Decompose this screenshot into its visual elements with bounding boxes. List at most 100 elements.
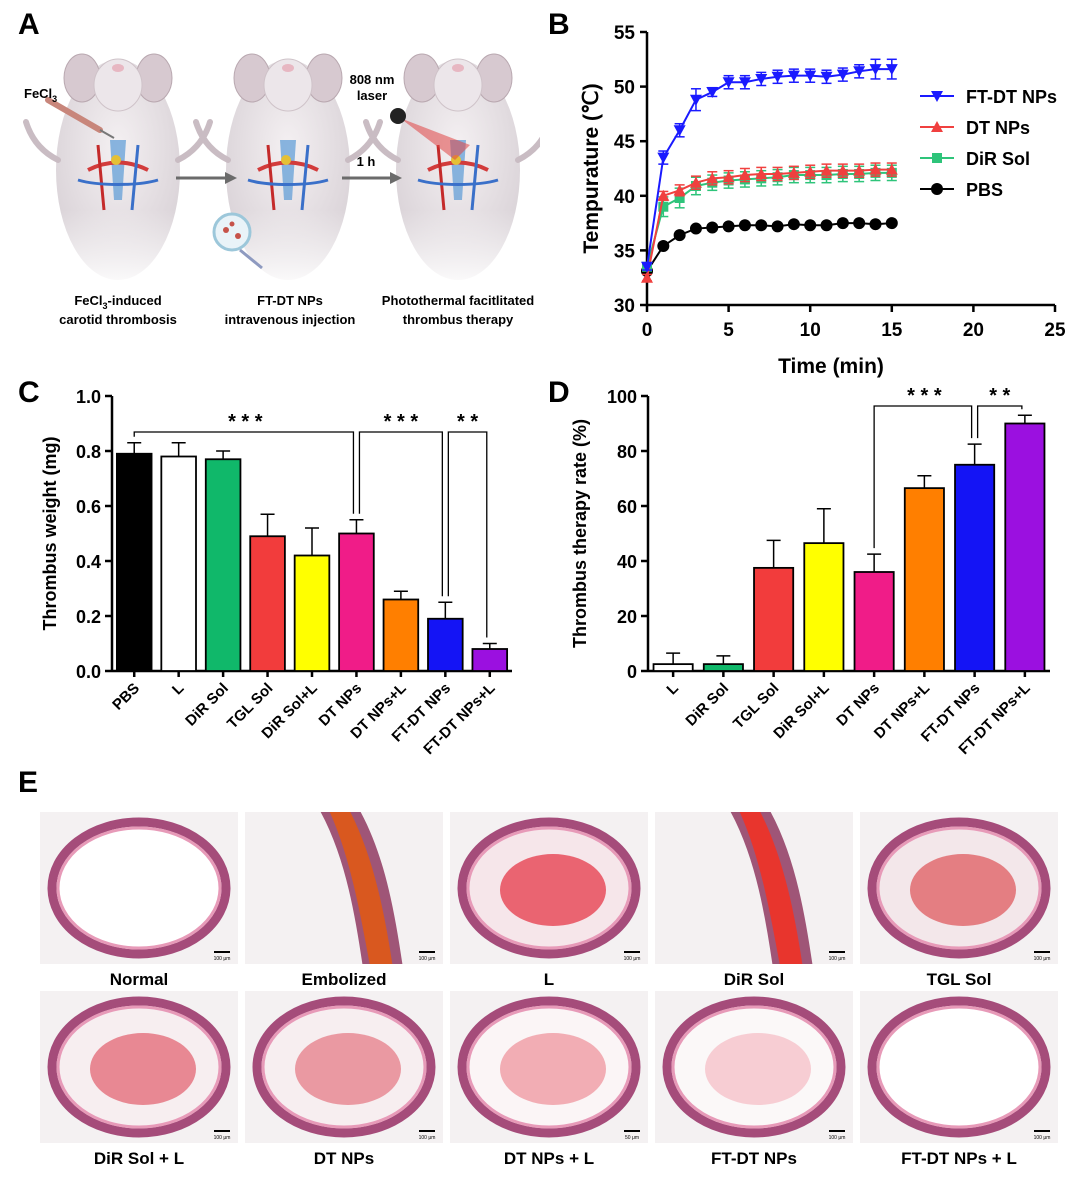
laser-label-line1: 808 nm (350, 72, 395, 87)
data-point (738, 169, 751, 181)
histology-image: 100 μm (450, 812, 648, 964)
y-tick-label: 0 (627, 662, 637, 682)
legend-marker (931, 183, 943, 195)
data-point (641, 271, 653, 283)
data-point (804, 70, 817, 82)
data-point (787, 218, 800, 231)
histology-image: 100 μm (860, 812, 1058, 964)
data-point (755, 219, 768, 232)
data-point (673, 229, 686, 242)
data-point (771, 220, 784, 233)
x-tick-label: 15 (881, 320, 903, 341)
bar (338, 532, 375, 672)
y-tick-label: 0.8 (76, 442, 101, 462)
histology-image: 100 μm (245, 991, 443, 1143)
x-tick-label: 0 (642, 320, 653, 341)
y-axis-title: Thrombus weight (mg) (40, 437, 60, 631)
tissue-section-drawing: 100 μm (860, 812, 1058, 964)
tissue-section-drawing: 100 μm (655, 802, 853, 982)
data-point (673, 125, 686, 137)
y-tick-label: 20 (617, 607, 637, 627)
y-tick-label: 50 (614, 78, 635, 99)
data-point (674, 192, 685, 203)
data-point (738, 77, 751, 89)
tissue-section-drawing: 100 μm (450, 812, 648, 964)
significance-brackets: * * * * * (873, 385, 1023, 549)
svg-text:100 μm: 100 μm (1034, 956, 1051, 962)
histology-image: 100 μm (40, 812, 238, 964)
y-tick-label: 30 (614, 296, 635, 317)
bar (382, 598, 420, 672)
y-tick-label: 55 (614, 23, 636, 44)
bar (753, 566, 795, 672)
tissue-section-drawing: 100 μm (655, 991, 853, 1143)
y-axis-title: Tempurature (℃) (580, 83, 603, 253)
data-point (722, 77, 735, 89)
significance-bracket (447, 431, 488, 638)
legend-label: DiR Sol (966, 149, 1030, 169)
histology-image: 50 μm (450, 991, 648, 1143)
y-tick-label: 80 (617, 442, 637, 462)
laser-label-line2: laser (357, 88, 387, 103)
data-point (657, 189, 670, 201)
histology-label: DiR Sol (723, 970, 785, 989)
data-point (853, 217, 866, 230)
panel-label-b: B (548, 8, 570, 41)
data-point (836, 164, 849, 176)
histology-image: 100 μm (655, 991, 853, 1143)
data-point (869, 218, 882, 231)
data-point (657, 240, 670, 253)
data-point (641, 261, 653, 273)
histology-image: 100 μm (245, 802, 443, 982)
panel-label-c: C (18, 376, 40, 409)
data-point (853, 66, 866, 78)
data-point (787, 70, 800, 82)
legend-marker (931, 121, 943, 132)
data-point (755, 73, 768, 85)
histology-image: 100 μm (655, 802, 853, 982)
significance-label: * * (457, 411, 478, 433)
bar (903, 487, 945, 672)
y-tick-label: 0.6 (76, 497, 101, 517)
svg-text:50 μm: 50 μm (625, 1135, 639, 1141)
svg-text:100 μm: 100 μm (214, 956, 231, 962)
svg-text:100 μm: 100 μm (419, 956, 436, 962)
data-point (853, 164, 866, 176)
svg-text:100 μm: 100 μm (214, 1135, 231, 1141)
data-point (706, 221, 719, 234)
svg-text:100 μm: 100 μm (419, 1135, 436, 1141)
bar (652, 663, 694, 672)
data-point (689, 94, 702, 106)
data-point (820, 219, 833, 232)
bar (803, 542, 845, 672)
x-tick-label: L (663, 680, 682, 699)
nanoparticle-injection-icon (212, 212, 263, 270)
step-arrow-1 (176, 172, 237, 184)
data-point (689, 176, 702, 188)
histology-label: Normal (109, 970, 169, 989)
caption-step-1-line2: carotid thrombosis (59, 312, 177, 327)
reagent-label: FeCl3 (24, 86, 57, 104)
y-axis-title: Thrombus therapy rate (%) (570, 419, 590, 648)
svg-text:100 μm: 100 μm (1034, 1135, 1051, 1141)
svg-text:100 μm: 100 μm (624, 956, 641, 962)
bar (427, 617, 464, 672)
y-tick-label: 60 (617, 497, 637, 517)
data-point (658, 201, 669, 212)
therapy-rate-bar-chart: 0 20 40 60 80 100 Thrombus therapy rate (%) L Di… (570, 385, 1050, 758)
data-point (706, 172, 719, 184)
legend-label: DT NPs (966, 118, 1030, 138)
bar (293, 554, 331, 672)
caption-step-3-line1: Photothermal facitlitated (382, 293, 534, 308)
schematic-illustration: FeCl3 808 nm laser 1 h FeCl3-induced car… (0, 0, 540, 327)
histology-label: DT NPs + L (503, 1149, 595, 1168)
step-arrow-2 (342, 172, 402, 184)
mouse-figure-3 (366, 54, 540, 290)
legend-label: PBS (966, 180, 1003, 200)
significance-bracket (976, 405, 1023, 439)
data-point (722, 220, 735, 233)
series-line (646, 222, 892, 272)
series-line (646, 171, 892, 268)
x-tick-label: L (169, 680, 188, 699)
laser-icon (390, 108, 470, 160)
